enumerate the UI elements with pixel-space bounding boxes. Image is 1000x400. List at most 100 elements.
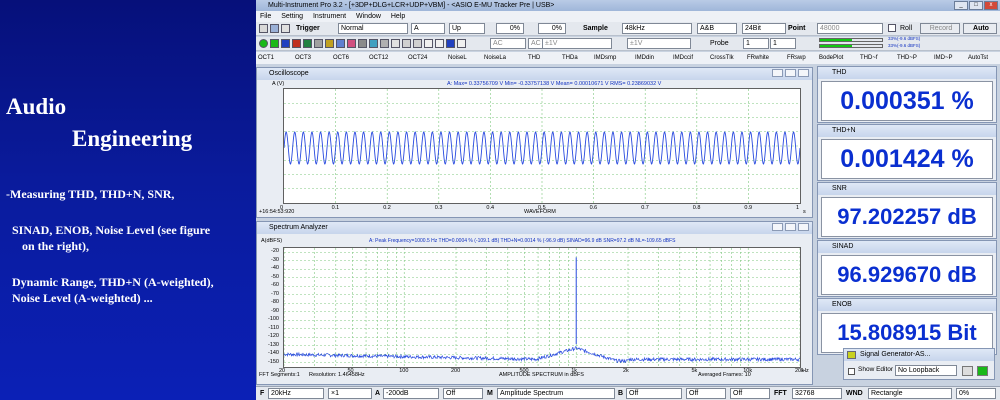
- spectrum-trace: [284, 248, 800, 367]
- analysis-tabs: OCT1 OCT3 OCT6 OCT12 OCT24 NoiseL NoiseL…: [256, 52, 1000, 64]
- print-icon[interactable]: [281, 24, 290, 33]
- tab-bodeplot[interactable]: BodePlot: [819, 55, 844, 61]
- spectrum-icon[interactable]: [292, 39, 301, 48]
- spec-x-tick: 20k: [795, 368, 804, 374]
- meter-icon[interactable]: [314, 39, 323, 48]
- menu-instrument[interactable]: Instrument: [312, 13, 347, 20]
- udp-icon[interactable]: [358, 39, 367, 48]
- open-icon[interactable]: [259, 24, 268, 33]
- enob-value: 15.808915 Bit: [821, 313, 993, 353]
- spec-maximize-button[interactable]: [785, 223, 796, 231]
- a-range-select[interactable]: -200dB: [383, 388, 439, 399]
- siggen-run-button[interactable]: [977, 366, 988, 376]
- off4-select[interactable]: Off: [730, 388, 770, 399]
- tab-frwhite[interactable]: FRwhite: [747, 55, 770, 61]
- minimize-button[interactable]: _: [954, 1, 968, 10]
- marker-icon[interactable]: [413, 39, 422, 48]
- probe-b-select[interactable]: 1: [770, 38, 796, 49]
- save-icon[interactable]: [270, 24, 279, 33]
- auto-button[interactable]: Auto: [963, 23, 997, 34]
- spec-close-button[interactable]: [798, 223, 809, 231]
- osc-y-label: A (V): [272, 81, 285, 87]
- vbm-icon[interactable]: [369, 39, 378, 48]
- zoom-in-icon[interactable]: [424, 39, 433, 48]
- cursor-icon[interactable]: [402, 39, 411, 48]
- tab-oct6[interactable]: OCT6: [333, 55, 350, 61]
- osc-x-tick: 0.7: [641, 205, 649, 211]
- tab-imd-p[interactable]: IMD~P: [934, 55, 953, 61]
- zoom-select[interactable]: ×1: [328, 388, 372, 399]
- b-off-select[interactable]: Off: [626, 388, 682, 399]
- oscilloscope-plot[interactable]: [283, 88, 801, 204]
- sample-rate-select[interactable]: 48kHz: [622, 23, 692, 34]
- zoom-out-icon[interactable]: [435, 39, 444, 48]
- osc-minimize-button[interactable]: [772, 69, 783, 77]
- roll-checkbox[interactable]: [888, 24, 896, 32]
- tab-thd-p[interactable]: THD~P: [897, 55, 917, 61]
- tab-thd[interactable]: THD: [528, 55, 541, 61]
- spec-x-tick: 10k: [743, 368, 753, 374]
- pretrigger-field[interactable]: 0%: [538, 23, 566, 34]
- channel-a-icon[interactable]: [446, 39, 455, 48]
- tab-oct1[interactable]: OCT1: [258, 55, 275, 61]
- a-off-select[interactable]: Off: [443, 388, 483, 399]
- point-field[interactable]: 48000: [817, 23, 883, 34]
- tab-imdccif[interactable]: IMDccif: [673, 55, 693, 61]
- tab-oct24[interactable]: OCT24: [408, 55, 428, 61]
- trigger-edge-select[interactable]: Up: [449, 23, 485, 34]
- spec-minimize-button[interactable]: [772, 223, 783, 231]
- off3-select[interactable]: Off: [686, 388, 726, 399]
- tab-oct12[interactable]: OCT12: [369, 55, 389, 61]
- menu-setting[interactable]: Setting: [281, 13, 304, 20]
- maximize-button[interactable]: □: [969, 1, 983, 10]
- tab-noisela[interactable]: NoiseLa: [484, 55, 507, 61]
- osc-maximize-button[interactable]: [785, 69, 796, 77]
- mode-select[interactable]: Amplitude Spectrum: [497, 388, 615, 399]
- overlap-select[interactable]: 0%: [956, 388, 996, 399]
- loopback-select[interactable]: No Loopback: [895, 365, 957, 376]
- oscilloscope-titlebar: Oscilloscope: [257, 68, 812, 80]
- channel-b-icon[interactable]: [457, 39, 466, 48]
- channel-select[interactable]: A&B: [697, 23, 737, 34]
- settings-icon[interactable]: [380, 39, 389, 48]
- tab-imddin[interactable]: IMDdin: [635, 55, 655, 61]
- lcr-icon[interactable]: [347, 39, 356, 48]
- tab-imdsmp[interactable]: IMDsmp: [594, 55, 617, 61]
- trigger-level-field[interactable]: 0%: [496, 23, 524, 34]
- probe-a-select[interactable]: 1: [743, 38, 769, 49]
- tab-thd-f[interactable]: THD~f: [860, 55, 878, 61]
- menu-file[interactable]: File: [260, 13, 272, 20]
- menu-window[interactable]: Window: [356, 13, 381, 20]
- range-a-select[interactable]: ±1V: [542, 38, 612, 49]
- coupling-a-select[interactable]: AC: [490, 38, 526, 49]
- close-button[interactable]: x: [984, 1, 998, 10]
- fft-size-select[interactable]: 32768: [792, 388, 842, 399]
- trigger-mode-select[interactable]: Normal: [338, 23, 408, 34]
- spectrum-plot[interactable]: [283, 247, 801, 368]
- window-title: Multi-Instrument Pro 3.2 - [+3DP+DLG+LCR…: [268, 2, 555, 9]
- show-editor-checkbox[interactable]: [848, 368, 855, 375]
- run-icon[interactable]: [259, 39, 268, 48]
- generator-icon[interactable]: [303, 39, 312, 48]
- trigger-channel-select[interactable]: A: [411, 23, 445, 34]
- record-button[interactable]: Record: [920, 23, 960, 34]
- bit-depth-select[interactable]: 24Bit: [742, 23, 786, 34]
- start-icon[interactable]: [270, 39, 279, 48]
- osc-close-button[interactable]: [798, 69, 809, 77]
- tab-oct3[interactable]: OCT3: [295, 55, 312, 61]
- tab-crosstlk[interactable]: CrossTlk: [710, 55, 734, 61]
- menu-help[interactable]: Help: [390, 13, 406, 20]
- range-b-select[interactable]: ±1V: [627, 38, 691, 49]
- window-select[interactable]: Rectangle: [868, 388, 952, 399]
- siggen-settings-button[interactable]: [962, 366, 973, 376]
- tab-autotst[interactable]: AutoTst: [968, 55, 989, 61]
- oscilloscope-icon[interactable]: [281, 39, 290, 48]
- dso-icon[interactable]: [325, 39, 334, 48]
- overlay-icon[interactable]: [391, 39, 400, 48]
- wnd-label: WND: [846, 390, 863, 397]
- tab-thda[interactable]: THDa: [562, 55, 578, 61]
- freq-range-select[interactable]: 20kHz: [268, 388, 324, 399]
- tab-frswp[interactable]: FRswp: [787, 55, 806, 61]
- tab-noisel[interactable]: NoiseL: [448, 55, 467, 61]
- ddp-icon[interactable]: [336, 39, 345, 48]
